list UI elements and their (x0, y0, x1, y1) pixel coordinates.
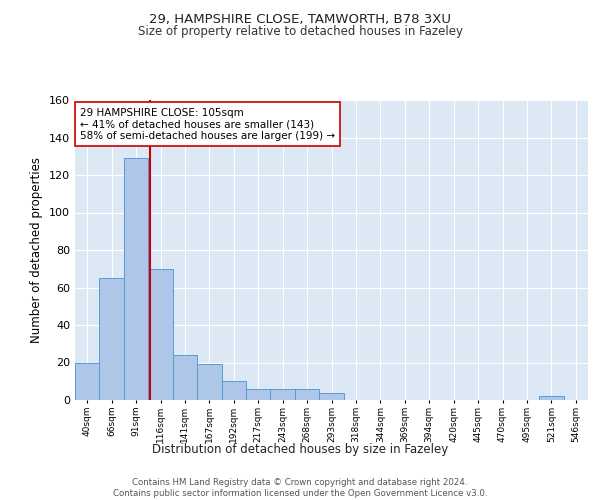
Bar (221, 381, 246, 400)
Bar (246, 389, 271, 400)
Y-axis label: Number of detached properties: Number of detached properties (31, 157, 43, 343)
Bar (173, 355, 197, 400)
Bar (197, 364, 221, 400)
Bar (295, 389, 319, 400)
Bar (319, 392, 344, 400)
Text: 29, HAMPSHIRE CLOSE, TAMWORTH, B78 3XU: 29, HAMPSHIRE CLOSE, TAMWORTH, B78 3XU (149, 12, 451, 26)
Bar (148, 269, 173, 400)
Text: 29 HAMPSHIRE CLOSE: 105sqm
← 41% of detached houses are smaller (143)
58% of sem: 29 HAMPSHIRE CLOSE: 105sqm ← 41% of deta… (80, 108, 335, 140)
Bar (100, 278, 124, 400)
Bar (124, 158, 148, 400)
Text: Size of property relative to detached houses in Fazeley: Size of property relative to detached ho… (137, 25, 463, 38)
Bar (539, 396, 563, 400)
Bar (271, 389, 295, 400)
Bar (75, 362, 100, 400)
Text: Contains HM Land Registry data © Crown copyright and database right 2024.
Contai: Contains HM Land Registry data © Crown c… (113, 478, 487, 498)
Text: Distribution of detached houses by size in Fazeley: Distribution of detached houses by size … (152, 442, 448, 456)
